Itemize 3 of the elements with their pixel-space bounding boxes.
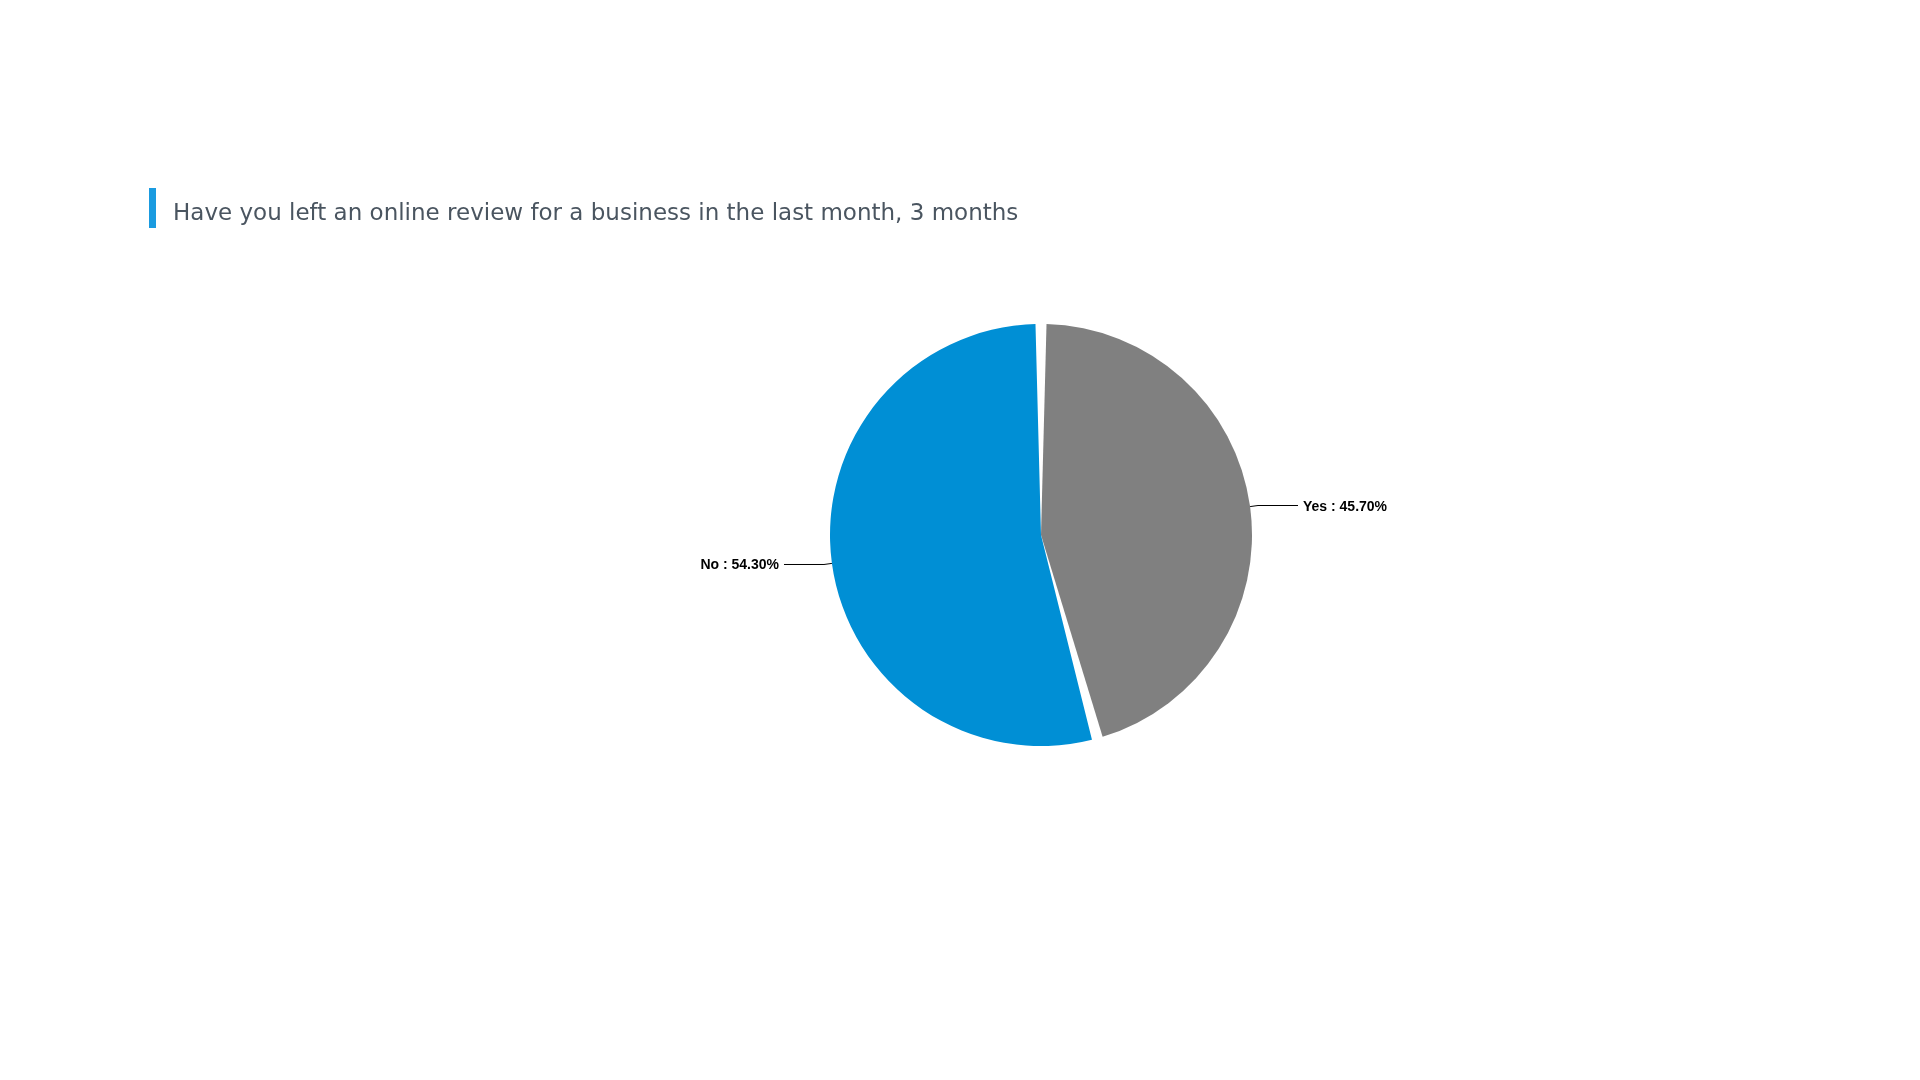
slice-label: Yes : 45.70% xyxy=(1303,497,1388,514)
chart-title: Have you left an online review for a business in the last month, 3 months xyxy=(173,198,1019,225)
slice-label: No : 54.30% xyxy=(700,556,780,573)
